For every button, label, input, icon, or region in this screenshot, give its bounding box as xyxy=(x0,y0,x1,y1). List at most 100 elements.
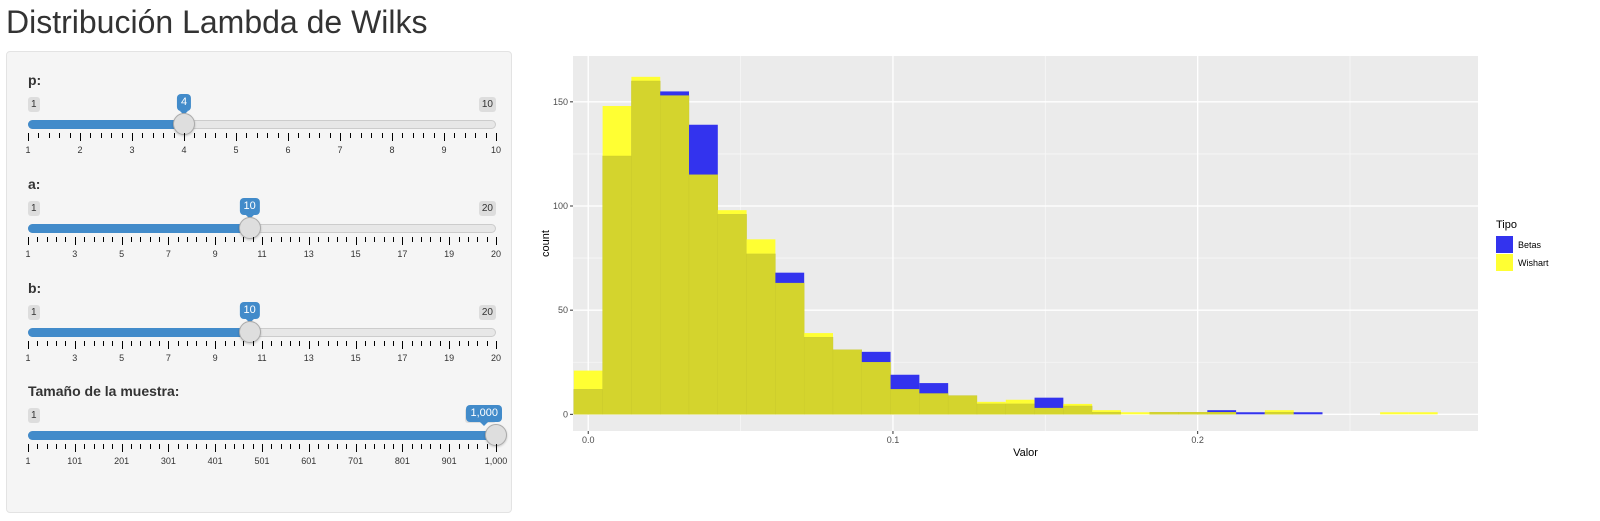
slider-tick-minor xyxy=(59,133,61,138)
slider-tick-minor xyxy=(364,444,366,449)
slider-tick-major xyxy=(28,237,29,245)
slider-tick-minor xyxy=(467,444,469,449)
slider-tick-major xyxy=(288,133,289,141)
slider-tick-minor xyxy=(439,444,441,449)
slider-tick-minor xyxy=(393,237,395,242)
bar-wishart xyxy=(1063,403,1093,406)
slider-tick-label: 19 xyxy=(444,249,455,259)
slider-tick-minor xyxy=(149,444,151,449)
slider-tick-minor xyxy=(346,444,348,449)
slider-tick-label: 9 xyxy=(212,249,218,259)
slider-tick-major xyxy=(168,237,170,245)
slider-tick-major xyxy=(132,133,133,141)
slider-tick-major xyxy=(449,341,451,349)
slider-tick-label: 20 xyxy=(490,353,502,363)
y-tick-label: 50 xyxy=(558,305,568,315)
slider-tick-major xyxy=(74,444,76,452)
slider-tick-major xyxy=(80,133,81,141)
slider-tick-minor xyxy=(277,133,279,138)
bar-overlap xyxy=(890,389,920,415)
slider-handle-b[interactable] xyxy=(238,321,261,343)
slider-tick-minor xyxy=(225,133,227,138)
slider-tick-major xyxy=(308,237,310,245)
slider-tick-minor xyxy=(467,237,469,242)
slider-a[interactable]: a: 1 20 10 1 3 5 7 9 11 13 15 17 19 20 xyxy=(25,176,501,268)
slider-tick-label: 17 xyxy=(397,249,408,259)
slider-tick-minor xyxy=(327,341,329,346)
slider-label-b: b: xyxy=(28,280,42,296)
slider-b[interactable]: b: 1 20 10 1 3 5 7 9 11 13 15 17 19 20 xyxy=(25,280,501,372)
slider-n[interactable]: Tamaño de la muestra: 1 1,000 1,000 1 101 201 3… xyxy=(25,383,507,475)
slider-tick-minor xyxy=(411,237,413,242)
slider-tick-minor xyxy=(102,237,104,242)
slider-tick-minor xyxy=(90,133,92,138)
slider-tick-minor xyxy=(336,237,338,242)
slider-tick-minor xyxy=(130,444,132,449)
slider-tick-minor xyxy=(65,444,67,449)
slider-tick-major xyxy=(444,133,445,141)
slider-tick-major xyxy=(340,133,341,141)
slider-tick-minor xyxy=(280,444,282,449)
slider-tick-minor xyxy=(458,341,460,346)
legend-key-wishart xyxy=(1496,254,1513,271)
slider-tick-major xyxy=(308,341,310,349)
slider-max-p: 10 xyxy=(478,97,496,112)
slider-tick-minor xyxy=(205,444,207,449)
page-title: Distribución Lambda de Wilks xyxy=(6,4,428,40)
slider-tick-label: 9 xyxy=(212,353,218,363)
slider-tick-major xyxy=(496,237,497,245)
slider-tick-minor xyxy=(336,341,338,346)
slider-p[interactable]: p: 1 10 4 1 2 3 4 5 6 7 8 9 10 xyxy=(25,72,501,164)
slider-handle-a[interactable] xyxy=(238,217,261,239)
slider-tick-minor xyxy=(374,444,376,449)
slider-tick-minor xyxy=(383,341,385,346)
slider-tick-minor xyxy=(37,341,39,346)
slider-tick-major xyxy=(449,237,451,245)
slider-tick-minor xyxy=(149,237,151,242)
slider-tick-minor xyxy=(224,237,226,242)
slider-tick-label: 17 xyxy=(397,353,408,363)
slider-tick-minor xyxy=(205,237,207,242)
slider-tick-label: 901 xyxy=(441,456,457,466)
slider-tick-minor xyxy=(130,341,132,346)
slider-handle-p[interactable] xyxy=(173,113,195,135)
slider-tick-minor xyxy=(318,444,320,449)
bar-overlap xyxy=(919,393,949,415)
slider-handle-n[interactable] xyxy=(485,424,507,446)
slider-tick-label: 20 xyxy=(490,249,502,259)
slider-tick-major xyxy=(168,341,170,349)
slider-fill-b xyxy=(28,328,250,337)
slider-tick-minor xyxy=(112,444,114,449)
slider-tick-minor xyxy=(412,133,414,138)
slider-tick-major xyxy=(121,237,123,245)
slider-tick-minor xyxy=(100,133,102,138)
slider-tick-minor xyxy=(308,133,310,138)
bar-overlap xyxy=(976,403,1006,415)
slider-ticks-p: 1 2 3 4 5 6 7 8 9 10 xyxy=(25,133,501,163)
slider-tick-label: 5 xyxy=(233,145,239,155)
slider-tick-minor xyxy=(140,237,142,242)
bar-overlap xyxy=(1178,412,1208,415)
slider-tick-label: 11 xyxy=(257,353,267,363)
slider-tick-minor xyxy=(430,341,432,346)
slider-tick-minor xyxy=(319,133,321,138)
slider-tick-minor xyxy=(381,133,383,138)
slider-tick-minor xyxy=(383,237,385,242)
slider-tick-minor xyxy=(84,444,86,449)
slider-tick-minor xyxy=(46,444,48,449)
slider-tick-minor xyxy=(142,133,144,138)
slider-tick-label: 301 xyxy=(160,456,176,466)
legend-title: Tipo xyxy=(1496,219,1517,231)
slider-tick-minor xyxy=(252,444,254,449)
slider-tick-label: 11 xyxy=(257,249,267,259)
slider-tick-minor xyxy=(486,444,488,449)
slider-tick-minor xyxy=(433,133,435,138)
slider-tick-label: 7 xyxy=(337,145,343,155)
bar-betas xyxy=(689,124,718,175)
slider-tick-minor xyxy=(233,341,235,346)
slider-tick-minor xyxy=(439,237,441,242)
slider-tick-major xyxy=(168,444,170,452)
slider-tick-major xyxy=(308,444,310,452)
slider-tick-minor xyxy=(233,237,235,242)
bar-betas xyxy=(775,272,805,284)
